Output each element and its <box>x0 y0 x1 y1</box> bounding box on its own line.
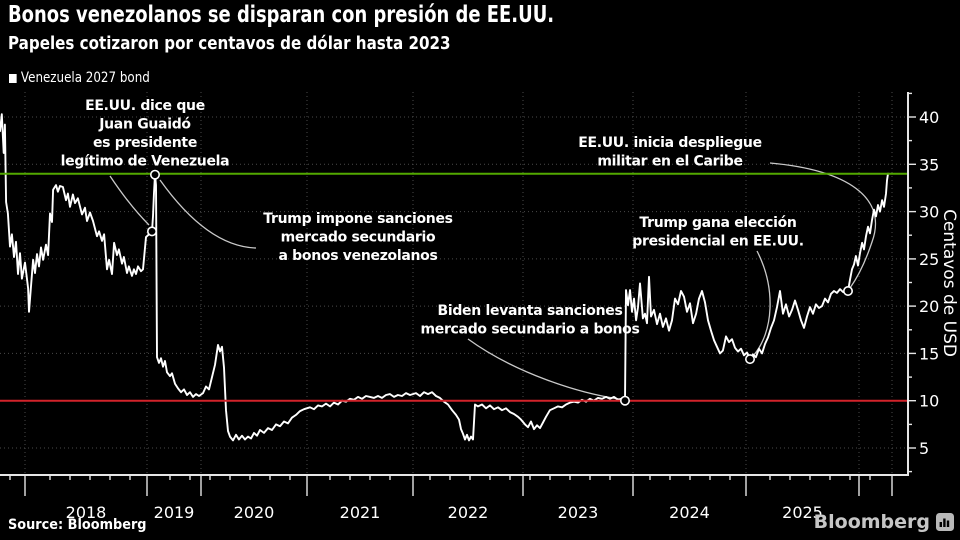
svg-text:2023: 2023 <box>558 503 599 522</box>
annotation-biden: Biden levanta sanciones mercado secundari… <box>420 303 639 338</box>
event-marker-guaido-peak <box>150 169 161 180</box>
bloomberg-wordmark: Bloomberg <box>813 511 930 533</box>
annotation-despliegue: EE.UU. inicia despliegue militar en el Ca… <box>578 135 762 170</box>
svg-text:25: 25 <box>919 250 939 269</box>
event-marker-trump-election-low <box>744 354 755 365</box>
svg-text:35: 35 <box>919 155 939 174</box>
svg-text:10: 10 <box>919 392 939 411</box>
svg-text:30: 30 <box>919 203 939 222</box>
svg-text:5: 5 <box>919 439 929 458</box>
axis-ticks <box>9 92 916 496</box>
annotation-guaido: EE.UU. dice que Juan Guaidó es presidente l… <box>61 98 230 170</box>
y-axis-title: Centavos de USD <box>939 209 959 357</box>
svg-text:Trump gana elección: Trump gana elección <box>639 215 796 231</box>
legend-swatch-icon <box>9 73 17 83</box>
legend-label: Venezuela 2027 bond <box>20 70 150 86</box>
leader-line-despliegue <box>769 162 877 289</box>
annotation-trump-sanciones: Trump impone sanciones mercado secundario… <box>263 211 453 264</box>
svg-text:2025: 2025 <box>782 503 823 522</box>
leader-line-biden <box>467 338 620 400</box>
svg-text:es presidente: es presidente <box>93 135 197 151</box>
x-axis-labels: 2018 2019 2020 2021 2022 2023 2024 2025 <box>66 503 823 522</box>
svg-text:2019: 2019 <box>154 503 195 522</box>
svg-text:40: 40 <box>919 108 939 127</box>
svg-text:2020: 2020 <box>234 503 275 522</box>
source-note: Source: Bloomberg <box>8 517 147 533</box>
svg-text:Biden levanta sanciones: Biden levanta sanciones <box>437 303 622 319</box>
annotation-trump-eleccion: Trump gana elección presidencial en EE.UU… <box>632 215 804 250</box>
svg-text:legítimo de Venezuela: legítimo de Venezuela <box>61 154 230 170</box>
event-marker-biden-sanctions-lifted <box>619 395 630 406</box>
svg-text:mercado secundario: mercado secundario <box>281 230 436 246</box>
chart-subtitle: Papeles cotizaron por centavos de dólar … <box>8 33 451 54</box>
svg-text:presidencial en EE.UU.: presidencial en EE.UU. <box>632 234 804 250</box>
annotation-leaders <box>109 162 877 400</box>
page-title: Bonos venezolanos se disparan con presió… <box>8 2 555 28</box>
legend: Venezuela 2027 bond <box>9 70 150 86</box>
svg-text:2024: 2024 <box>669 503 710 522</box>
svg-text:EE.UU. inicia despliegue: EE.UU. inicia despliegue <box>578 135 762 151</box>
axes <box>0 92 909 476</box>
event-marker-guaido-leader-point <box>147 226 158 237</box>
svg-text:2018: 2018 <box>66 503 107 522</box>
svg-text:20: 20 <box>919 297 939 316</box>
event-markers <box>147 169 853 406</box>
bloomberg-logo: Bloomberg <box>814 511 954 533</box>
svg-text:a bonos venezolanos: a bonos venezolanos <box>278 248 437 264</box>
svg-text:Trump impone sanciones: Trump impone sanciones <box>263 211 452 227</box>
y-axis-labels: 5 10 15 20 25 30 35 40 <box>919 108 939 458</box>
svg-text:Juan Guaidó: Juan Guaidó <box>98 117 191 133</box>
event-marker-military-deployment <box>842 285 853 296</box>
leader-line-trump-eleccion <box>752 250 771 357</box>
svg-text:militar en el Caribe: militar en el Caribe <box>597 154 742 170</box>
svg-text:2022: 2022 <box>448 503 489 522</box>
leader-line-trump-sanciones <box>159 179 257 249</box>
svg-text:mercado secundario a bonos: mercado secundario a bonos <box>420 322 639 338</box>
svg-text:2021: 2021 <box>340 503 381 522</box>
svg-text:15: 15 <box>919 344 939 363</box>
leader-line-guaido <box>109 175 150 226</box>
svg-text:EE.UU. dice que: EE.UU. dice que <box>85 98 205 114</box>
bloomberg-terminal-icon <box>936 513 954 531</box>
